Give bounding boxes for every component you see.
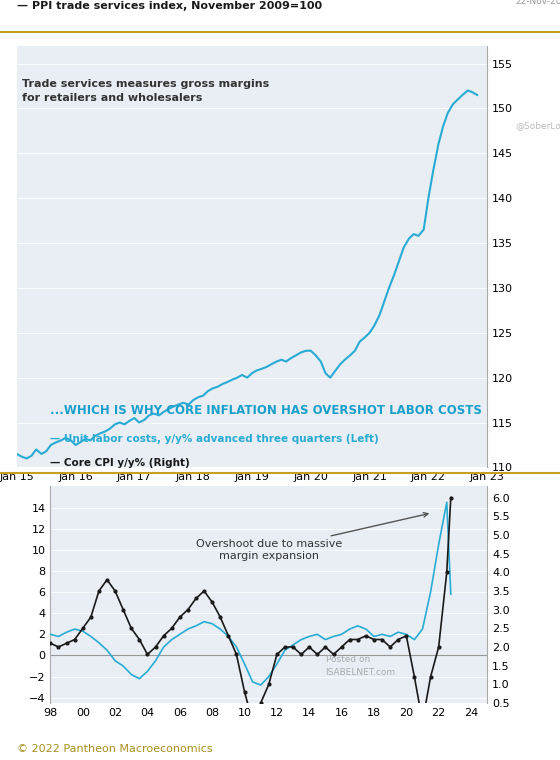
Text: ...WHICH IS WHY CORE INFLATION HAS OVERSHOT LABOR COSTS: ...WHICH IS WHY CORE INFLATION HAS OVERS… xyxy=(50,404,482,417)
Text: — Unit labor costs, y/y% advanced three quarters (Left): — Unit labor costs, y/y% advanced three … xyxy=(50,435,379,445)
Text: Posted on
ISABELNET.com: Posted on ISABELNET.com xyxy=(325,655,396,677)
Text: — PPI trade services index, November 2009=100: — PPI trade services index, November 200… xyxy=(17,2,322,11)
Text: — Core CPI y/y% (Right): — Core CPI y/y% (Right) xyxy=(50,458,190,468)
Text: Trade services measures gross margins
for retailers and wholesalers: Trade services measures gross margins fo… xyxy=(21,79,269,103)
Text: Overshoot due to massive
margin expansion: Overshoot due to massive margin expansio… xyxy=(195,512,428,561)
Text: @SoberLook: @SoberLook xyxy=(515,122,560,131)
Text: Posted on
The Daily Shot
22-Nov-2022: Posted on The Daily Shot 22-Nov-2022 xyxy=(515,0,560,6)
Text: © 2022 Pantheon Macroeconomics: © 2022 Pantheon Macroeconomics xyxy=(17,744,212,754)
